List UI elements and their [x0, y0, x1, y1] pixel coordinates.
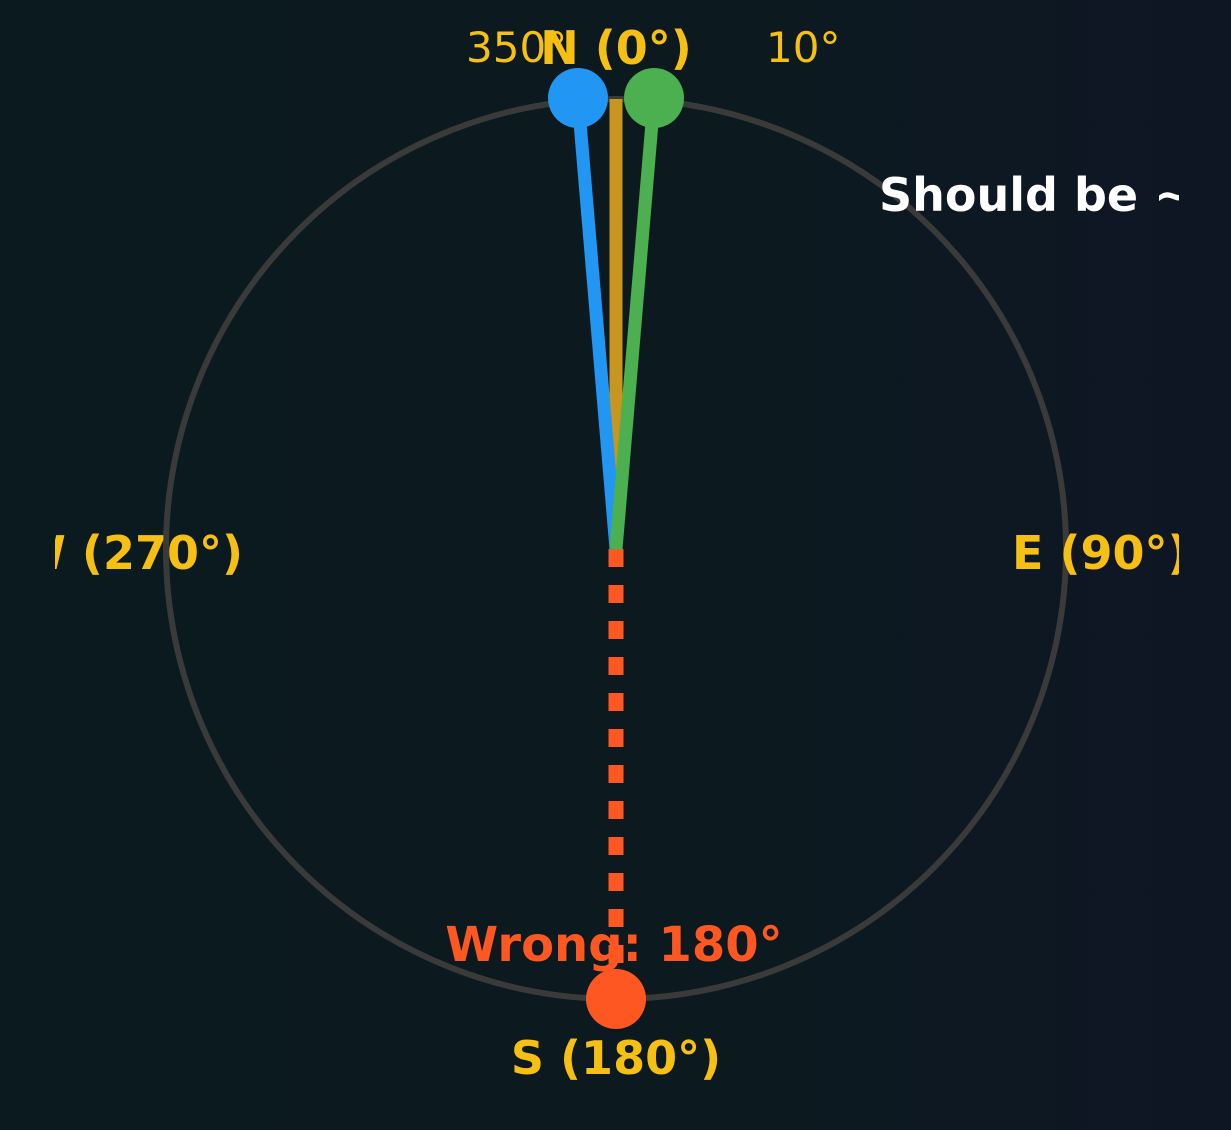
- tick-label-350: 350°: [466, 23, 567, 72]
- wrong-heading-dot: [586, 969, 646, 1029]
- blue-heading-dot: [548, 68, 608, 128]
- south-label: S (180°): [511, 1031, 721, 1085]
- green-heading-dot: [624, 68, 684, 128]
- wrong-annotation: Wrong: 180°: [445, 917, 782, 973]
- west-label: W (270°): [15, 526, 243, 580]
- north-label: N (0°): [540, 21, 692, 75]
- compass-plot: 350° 10° N (0°) E (90°) S (180°) W (270°…: [15, 21, 1231, 1085]
- tick-label-10: 10°: [766, 23, 840, 72]
- east-label: E (90°): [1012, 526, 1189, 580]
- green-heading-line: [609, 98, 661, 550]
- should-be-annotation: Should be ~0°: [879, 168, 1231, 222]
- blue-heading-line: [571, 98, 623, 550]
